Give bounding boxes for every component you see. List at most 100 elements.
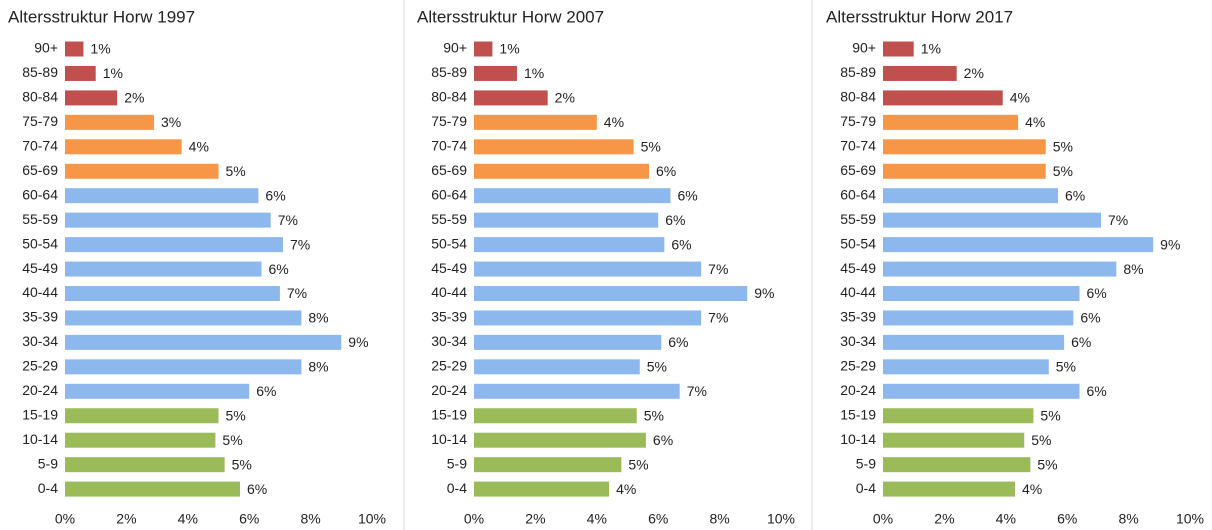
bar (65, 286, 280, 301)
x-tick-label: 10% (767, 511, 795, 527)
value-label: 9% (1160, 236, 1180, 252)
value-label: 5% (232, 456, 252, 472)
value-label: 5% (647, 359, 667, 375)
bar (65, 188, 259, 204)
bar (883, 286, 1080, 301)
chart-title: Altersstruktur Horw 2007 (417, 7, 604, 26)
bar (65, 139, 182, 155)
y-tick-label: 10-14 (22, 431, 58, 447)
bar (883, 212, 1101, 228)
bar (65, 481, 240, 497)
y-tick-label: 5-9 (38, 455, 58, 471)
bar (883, 408, 1034, 424)
value-label: 7% (290, 236, 310, 252)
value-label: 5% (1053, 139, 1073, 155)
value-label: 6% (665, 212, 685, 228)
value-label: 8% (308, 359, 328, 375)
y-tick-label: 85-89 (840, 64, 876, 80)
y-tick-label: 35-39 (431, 309, 467, 325)
y-tick-label: 0-4 (856, 480, 876, 496)
value-label: 6% (268, 261, 288, 277)
x-tick-label: 6% (239, 511, 259, 527)
y-tick-label: 50-54 (840, 235, 876, 251)
y-tick-label: 15-19 (22, 406, 58, 422)
value-label: 6% (1065, 187, 1085, 203)
bar (883, 188, 1058, 204)
bar (474, 139, 634, 155)
y-tick-label: 60-64 (840, 186, 876, 202)
value-label: 6% (1086, 285, 1106, 301)
y-tick-label: 80-84 (840, 89, 876, 105)
bar (474, 237, 665, 253)
value-label: 2% (124, 90, 144, 106)
value-label: 1% (499, 41, 519, 57)
bar (883, 261, 1117, 277)
value-label: 7% (278, 212, 298, 228)
bar (883, 237, 1154, 253)
bar (65, 457, 225, 473)
x-tick-label: 8% (300, 511, 320, 527)
bar (883, 139, 1046, 155)
y-tick-label: 15-19 (840, 406, 876, 422)
value-label: 4% (189, 139, 209, 155)
bar (883, 90, 1003, 106)
value-label: 7% (708, 261, 728, 277)
bar (65, 359, 302, 375)
bar (65, 383, 250, 399)
x-tick-label: 6% (1057, 511, 1077, 527)
bar (474, 90, 548, 106)
bar (883, 65, 957, 81)
value-label: 6% (1086, 383, 1106, 399)
value-label: 3% (161, 114, 181, 130)
bar (65, 41, 84, 57)
y-tick-label: 45-49 (22, 260, 58, 276)
bar (65, 163, 219, 179)
bar (474, 212, 659, 228)
value-label: 6% (656, 163, 676, 179)
value-label: 5% (226, 163, 246, 179)
value-label: 6% (668, 334, 688, 350)
y-tick-label: 30-34 (22, 333, 58, 349)
y-tick-label: 0-4 (447, 480, 467, 496)
y-tick-label: 85-89 (431, 64, 467, 80)
value-label: 6% (671, 236, 691, 252)
bar (474, 383, 680, 399)
bar (65, 212, 271, 228)
y-tick-label: 70-74 (431, 138, 467, 154)
y-tick-label: 25-29 (431, 358, 467, 374)
bar (883, 432, 1025, 448)
bar (474, 65, 517, 81)
bar (65, 65, 96, 81)
y-tick-label: 20-24 (431, 382, 467, 398)
value-label: 7% (1108, 212, 1128, 228)
bar (474, 41, 493, 57)
bar (474, 359, 640, 375)
y-tick-label: 90+ (34, 40, 58, 56)
y-tick-label: 40-44 (840, 284, 876, 300)
y-tick-label: 50-54 (22, 235, 58, 251)
y-tick-label: 70-74 (840, 138, 876, 154)
bar (474, 188, 671, 204)
value-label: 1% (524, 65, 544, 81)
value-label: 5% (1053, 163, 1073, 179)
x-tick-label: 10% (358, 511, 386, 527)
bar (474, 481, 610, 497)
value-label: 6% (1071, 334, 1091, 350)
y-tick-label: 75-79 (431, 113, 467, 129)
y-tick-label: 90+ (852, 40, 876, 56)
y-tick-label: 65-69 (431, 162, 467, 178)
bar (65, 408, 219, 424)
bar (883, 310, 1074, 326)
bar (65, 114, 155, 130)
bar (883, 114, 1019, 130)
y-tick-label: 60-64 (22, 186, 58, 202)
value-label: 6% (653, 432, 673, 448)
value-label: 4% (1010, 90, 1030, 106)
bar (474, 286, 748, 301)
value-label: 6% (677, 187, 697, 203)
bar (65, 334, 342, 350)
bar (65, 237, 283, 253)
x-tick-label: 2% (525, 511, 545, 527)
value-label: 2% (555, 90, 575, 106)
x-tick-label: 4% (178, 511, 198, 527)
